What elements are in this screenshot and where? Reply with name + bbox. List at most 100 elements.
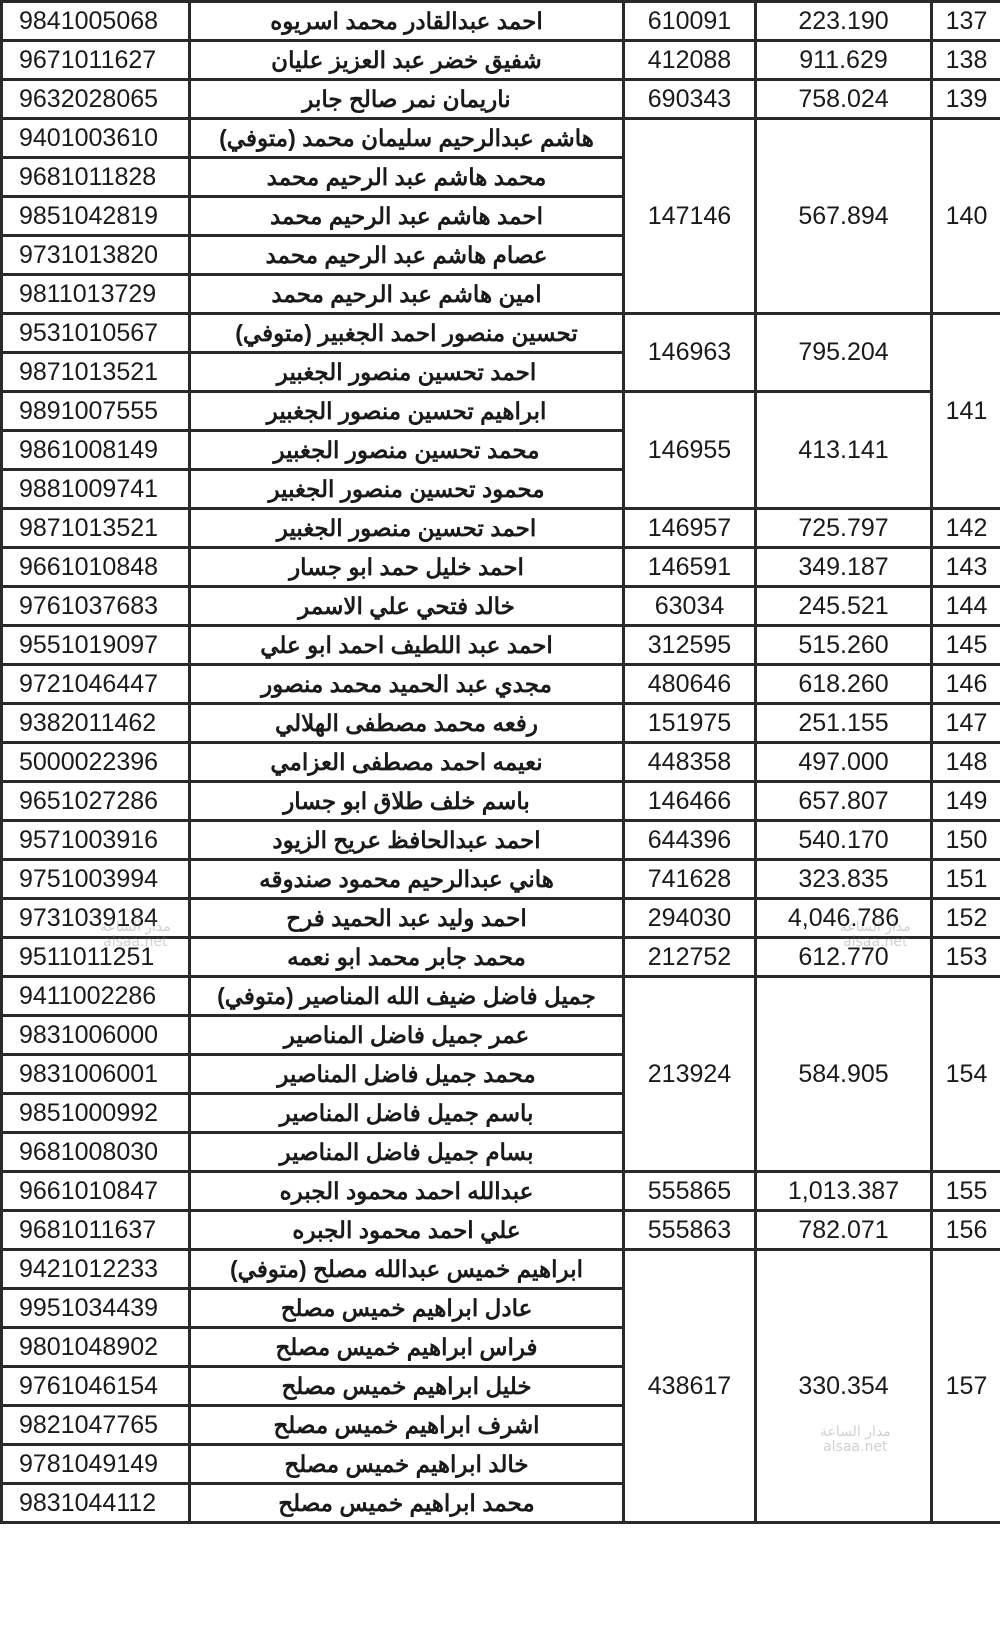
owner-name-cell: احمد عبدالقادر محمد اسريوه bbox=[188, 0, 625, 42]
serial-number-cell: 152 bbox=[930, 897, 1000, 939]
owner-name-cell: عادل ابراهيم خميس مصلح bbox=[188, 1287, 625, 1329]
area-cell: 795.204 bbox=[754, 312, 933, 393]
table-row: 9811013729 امين هاشم عبد الرحيم محمد bbox=[0, 273, 1000, 315]
national-id-cell: 9382011462 bbox=[0, 702, 191, 744]
serial-number-cell: 157 bbox=[930, 1248, 1000, 1524]
parcel-number-cell: 212752 bbox=[622, 936, 757, 978]
serial-number-cell: 146 bbox=[930, 663, 1000, 705]
national-id-cell: 9761037683 bbox=[0, 585, 191, 627]
table-row: 9851042819 احمد هاشم عبد الرحيم محمد bbox=[0, 195, 1000, 237]
owner-name-cell: علي احمد محمود الجبره bbox=[188, 1209, 625, 1251]
area-cell: 1,013.387 bbox=[754, 1170, 933, 1212]
national-id-cell: 5000022396 bbox=[0, 741, 191, 783]
national-id-cell: 9661010848 bbox=[0, 546, 191, 588]
table-row: 9681011637 علي احمد محمود الجبره 555863 782… bbox=[0, 1209, 1000, 1251]
table-row: 9571003916 احمد عبدالحافظ عريح الزيود 6443… bbox=[0, 819, 1000, 861]
table-row: 9661010848 احمد خليل حمد ابو جسار 146591 34… bbox=[0, 546, 1000, 588]
serial-number-cell: 142 bbox=[930, 507, 1000, 549]
table-row: 9731039184 احمد وليد عبد الحميد فرح 294030… bbox=[0, 897, 1000, 939]
serial-number-cell: 138 bbox=[930, 39, 1000, 81]
area-cell: 330.354 bbox=[754, 1248, 933, 1524]
parcel-number-cell: 312595 bbox=[622, 624, 757, 666]
national-id-cell: 9831006001 bbox=[0, 1053, 191, 1095]
parcel-number-cell: 448358 bbox=[622, 741, 757, 783]
owner-name-cell: ناريمان نمر صالح جابر bbox=[188, 78, 625, 120]
area-cell: 413.141 bbox=[754, 390, 933, 510]
serial-number-cell: 148 bbox=[930, 741, 1000, 783]
owner-name-cell: امين هاشم عبد الرحيم محمد bbox=[188, 273, 625, 315]
area-cell: 497.000 bbox=[754, 741, 933, 783]
area-cell: 323.835 bbox=[754, 858, 933, 900]
national-id-cell: 9651027286 bbox=[0, 780, 191, 822]
table-row: 9721046447 مجدي عبد الحميد محمد منصور 4806… bbox=[0, 663, 1000, 705]
parcel-number-cell: 644396 bbox=[622, 819, 757, 861]
national-id-cell: 9821047765 bbox=[0, 1404, 191, 1446]
serial-number-cell: 144 bbox=[930, 585, 1000, 627]
table-row: 9831006001 محمد جميل فاضل المناصير bbox=[0, 1053, 1000, 1095]
owner-name-cell: احمد وليد عبد الحميد فرح bbox=[188, 897, 625, 939]
parcel-number-cell: 63034 bbox=[622, 585, 757, 627]
table-row: 9861008149 محمد تحسين منصور الجغبير bbox=[0, 429, 1000, 471]
owner-name-cell: جميل فاضل ضيف الله المناصير (متوفي) bbox=[188, 975, 625, 1017]
area-cell: 540.170 bbox=[754, 819, 933, 861]
parcel-number-cell: 294030 bbox=[622, 897, 757, 939]
table-row: 9801048902 فراس ابراهيم خميس مصلح bbox=[0, 1326, 1000, 1368]
table-row: 9871013521 احمد تحسين منصور الجغبير 146957… bbox=[0, 507, 1000, 549]
national-id-cell: 9681011637 bbox=[0, 1209, 191, 1251]
national-id-cell: 9632028065 bbox=[0, 78, 191, 120]
parcel-number-cell: 147146 bbox=[622, 117, 757, 315]
table-row: 5000022396 نعيمه احمد مصطفى العزامي 448358… bbox=[0, 741, 1000, 783]
owner-name-cell: نعيمه احمد مصطفى العزامي bbox=[188, 741, 625, 783]
parcel-number-cell: 690343 bbox=[622, 78, 757, 120]
table-row: 9421012233 ابراهيم خميس عبدالله مصلح (متو… bbox=[0, 1248, 1000, 1524]
owner-name-cell: احمد تحسين منصور الجغبير bbox=[188, 351, 625, 393]
area-cell: 245.521 bbox=[754, 585, 933, 627]
national-id-cell: 9761046154 bbox=[0, 1365, 191, 1407]
national-id-cell: 9681011828 bbox=[0, 156, 191, 198]
owner-name-cell: تحسين منصور احمد الجغبير (متوفي) bbox=[188, 312, 625, 354]
owner-name-cell: مجدي عبد الحميد محمد منصور bbox=[188, 663, 625, 705]
parcel-number-cell: 146963 bbox=[622, 312, 757, 393]
parcel-number-cell: 213924 bbox=[622, 975, 757, 1173]
serial-number-cell: 145 bbox=[930, 624, 1000, 666]
owner-name-cell: باسم جميل فاضل المناصير bbox=[188, 1092, 625, 1134]
area-cell: 758.024 bbox=[754, 78, 933, 120]
owner-name-cell: احمد عبد اللطيف احمد ابو علي bbox=[188, 624, 625, 666]
owner-name-cell: عصام هاشم عبد الرحيم محمد bbox=[188, 234, 625, 276]
parcel-number-cell: 438617 bbox=[622, 1248, 757, 1524]
area-cell: 612.770 bbox=[754, 936, 933, 978]
table-row: 9821047765 اشرف ابراهيم خميس مصلح bbox=[0, 1404, 1000, 1446]
owner-name-cell: ابراهيم خميس عبدالله مصلح (متوفي) bbox=[188, 1248, 625, 1290]
national-id-cell: 9661010847 bbox=[0, 1170, 191, 1212]
table-row: 9411002286 جميل فاضل ضيف الله المناصير (م… bbox=[0, 975, 1000, 1173]
owner-name-cell: باسم خلف طلاق ابو جسار bbox=[188, 780, 625, 822]
owner-name-cell: خالد فتحي علي الاسمر bbox=[188, 585, 625, 627]
owner-name-cell: محمد تحسين منصور الجغبير bbox=[188, 429, 625, 471]
table-row: 9661010847 عبدالله احمد محمود الجبره 55586… bbox=[0, 1170, 1000, 1212]
owner-name-cell: اشرف ابراهيم خميس مصلح bbox=[188, 1404, 625, 1446]
national-id-cell: 9681008030 bbox=[0, 1131, 191, 1173]
national-id-cell: 9951034439 bbox=[0, 1287, 191, 1329]
table-row: 9761037683 خالد فتحي علي الاسمر 63034 245.5… bbox=[0, 585, 1000, 627]
national-id-cell: 9841005068 bbox=[0, 0, 191, 42]
owner-name-cell: فراس ابراهيم خميس مصلح bbox=[188, 1326, 625, 1368]
parcel-number-cell: 146957 bbox=[622, 507, 757, 549]
serial-number-cell: 149 bbox=[930, 780, 1000, 822]
table-body: 9841005068 احمد عبدالقادر محمد اسريوه 6100… bbox=[0, 0, 1000, 1524]
table-row: 9751003994 هاني عبدالرحيم محمود صندوقه 741… bbox=[0, 858, 1000, 900]
table-row: 9781049149 خالد ابراهيم خميس مصلح bbox=[0, 1443, 1000, 1485]
national-id-cell: 9831006000 bbox=[0, 1014, 191, 1056]
area-cell: 584.905 bbox=[754, 975, 933, 1173]
owner-name-cell: محمود تحسين منصور الجغبير bbox=[188, 468, 625, 510]
national-id-cell: 9881009741 bbox=[0, 468, 191, 510]
owner-name-cell: احمد عبدالحافظ عريح الزيود bbox=[188, 819, 625, 861]
national-id-cell: 9801048902 bbox=[0, 1326, 191, 1368]
table-row: 9681011828 محمد هاشم عبد الرحيم محمد bbox=[0, 156, 1000, 198]
owner-name-cell: رفعه محمد مصطفى الهلالي bbox=[188, 702, 625, 744]
area-cell: 4,046.786 bbox=[754, 897, 933, 939]
national-id-cell: 9781049149 bbox=[0, 1443, 191, 1485]
serial-number-cell: 154 bbox=[930, 975, 1000, 1173]
parcel-number-cell: 146955 bbox=[622, 390, 757, 510]
national-id-cell: 9511011251 bbox=[0, 936, 191, 978]
area-cell: 567.894 bbox=[754, 117, 933, 315]
